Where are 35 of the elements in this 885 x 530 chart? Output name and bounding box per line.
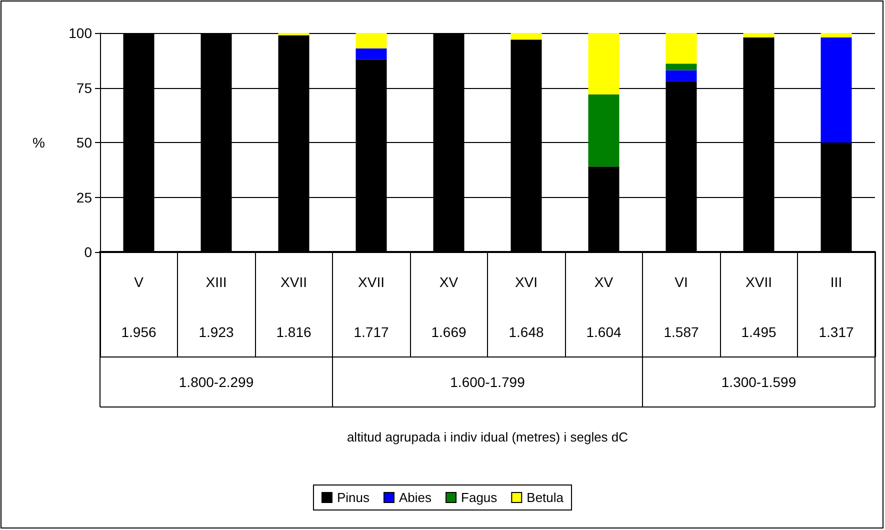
bar (588, 94, 620, 167)
category-label: VI 1.587 (664, 274, 699, 340)
bar (743, 33, 774, 38)
legend-label: Pinus (336, 490, 370, 505)
bar (820, 33, 852, 38)
y-tick-label: 100 (68, 25, 92, 41)
category-label: XV 1.669 (431, 274, 466, 340)
text: 1.300-1.599 (721, 374, 796, 390)
text: 1.600-1.799 (450, 374, 526, 390)
category-label: XVI 1.648 (508, 274, 544, 340)
category-label: XVII 1.717 (354, 274, 389, 340)
category-label: V 1.956 (121, 274, 156, 340)
category-label: XVII 1.495 (741, 274, 776, 340)
category-label: XV 1.604 (586, 274, 622, 340)
bar (588, 33, 620, 94)
y-tick-label: 75 (76, 80, 92, 96)
legend-label: Abies (399, 490, 432, 505)
legend-label: Fagus (461, 490, 498, 505)
y-tick-label: 25 (76, 189, 92, 206)
y-axis-title: % (32, 134, 45, 150)
text: 1.800-2.299 (178, 374, 254, 390)
bar (666, 33, 697, 64)
y-tick-label: 50 (76, 134, 92, 150)
bar (510, 33, 542, 40)
y-tick-label: 0 (84, 244, 92, 260)
category-label: XVII 1.816 (276, 274, 312, 340)
bar (356, 48, 387, 60)
bar (820, 37, 852, 142)
category-label: XIII 1.923 (198, 274, 234, 340)
legend-label: Betula (526, 490, 564, 505)
bar (666, 70, 697, 82)
category-label: III 1.317 (818, 274, 854, 340)
text: altitud agrupada i indiv idual (metres) i segles dC (346, 430, 628, 444)
bar (666, 64, 697, 70)
bar (356, 33, 387, 48)
